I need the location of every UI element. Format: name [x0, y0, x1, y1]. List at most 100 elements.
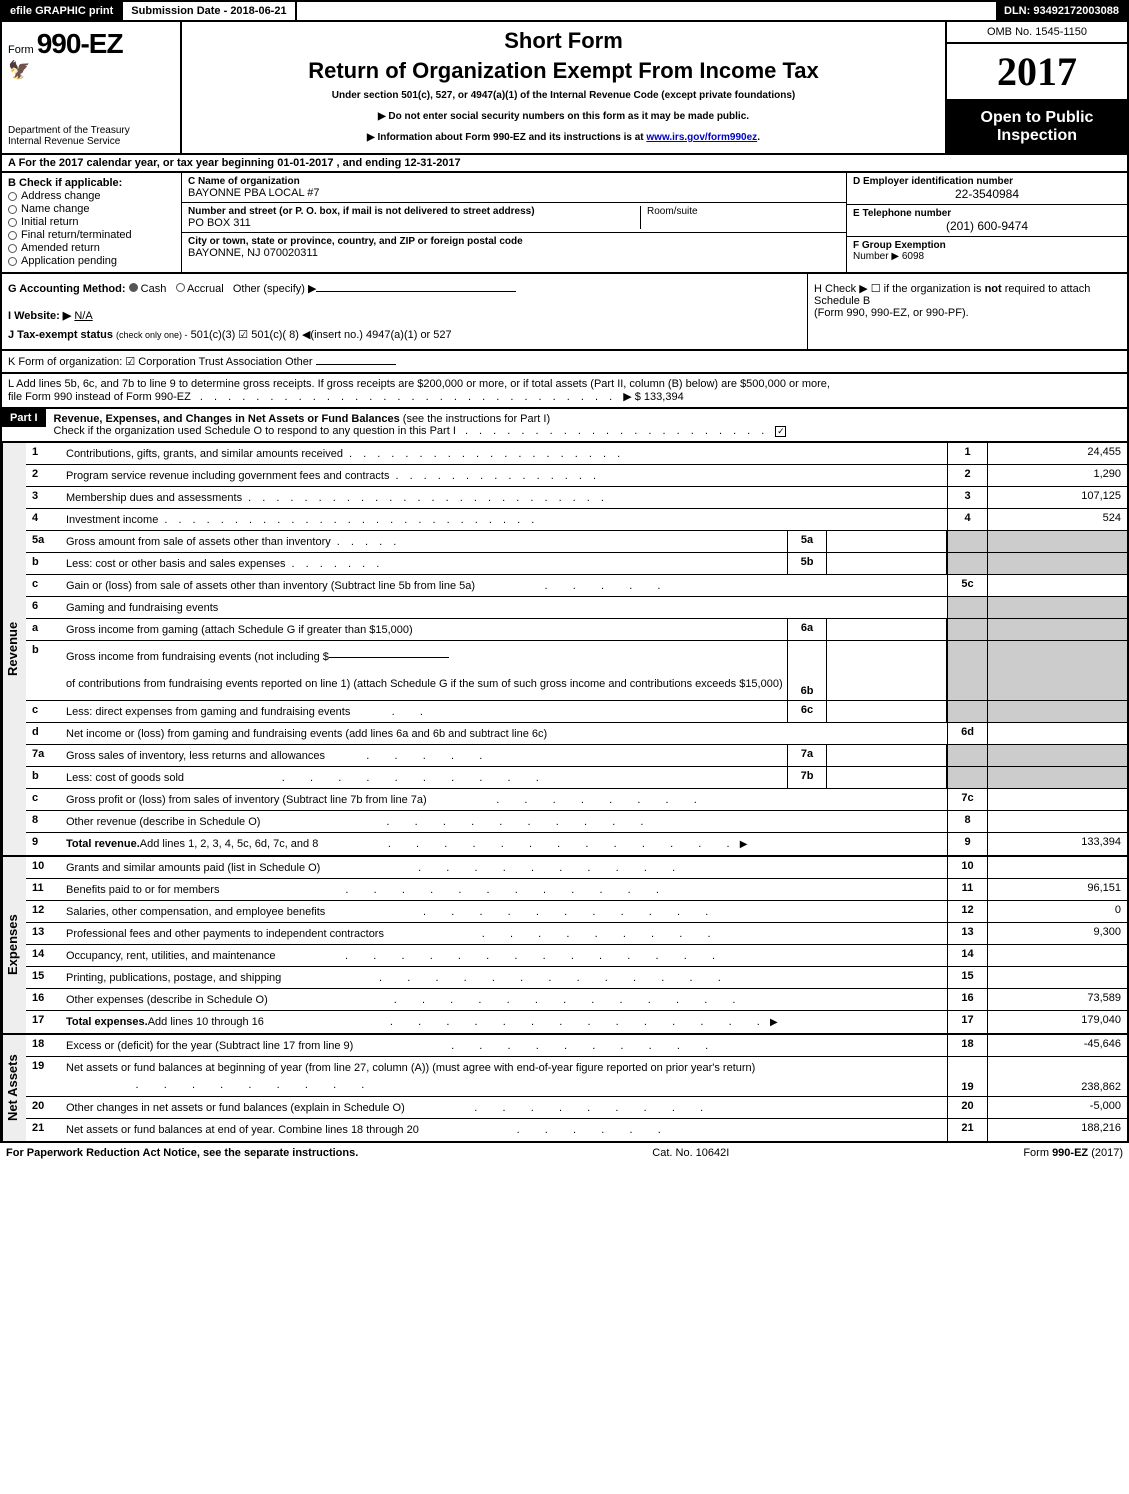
dots: . . . . . . . . . . . . . . . . . . . . — [349, 448, 624, 460]
line-num: 7a — [26, 745, 62, 766]
line-num: 10 — [26, 857, 62, 878]
line-num: 1 — [26, 443, 62, 464]
line-val — [987, 575, 1127, 596]
desc-text: Membership dues and assessments — [66, 492, 242, 504]
chk-amended-return[interactable]: Amended return — [8, 242, 175, 254]
line-desc: Gross profit or (loss) from sales of inv… — [62, 789, 947, 810]
mid-val — [827, 767, 947, 788]
line-num: c — [26, 701, 62, 722]
radio-icon[interactable] — [129, 283, 138, 292]
radio-icon — [8, 257, 17, 266]
line-desc: Printing, publications, postage, and shi… — [62, 967, 947, 988]
line-ref: 19 — [947, 1057, 987, 1096]
line-num: 6 — [26, 597, 62, 618]
line-ref: 18 — [947, 1035, 987, 1056]
chk-application-pending[interactable]: Application pending — [8, 255, 175, 267]
city-value: BAYONNE, NJ 070020311 — [188, 247, 840, 259]
chk-address-change[interactable]: Address change — [8, 190, 175, 202]
desc-text: Less: direct expenses from gaming and fu… — [66, 706, 350, 718]
line-ref: 13 — [947, 923, 987, 944]
line-7c: c Gross profit or (loss) from sales of i… — [26, 789, 1127, 811]
chk-initial-return[interactable]: Initial return — [8, 216, 175, 228]
open-public-l1: Open to Public — [951, 109, 1123, 127]
dots: . . . . . . . — [292, 558, 384, 570]
line-ref: 2 — [947, 465, 987, 486]
line-ref-shaded — [947, 597, 987, 618]
omb-number: OMB No. 1545-1150 — [947, 22, 1127, 44]
line-ref: 15 — [947, 967, 987, 988]
footer-left: For Paperwork Reduction Act Notice, see … — [6, 1147, 358, 1159]
line-val — [987, 723, 1127, 744]
room-label: Room/suite — [647, 206, 834, 217]
ein-label: D Employer identification number — [853, 176, 1121, 187]
line-val: -45,646 — [987, 1035, 1127, 1056]
netassets-table: Net Assets 18 Excess or (deficit) for th… — [0, 1035, 1129, 1143]
line-val: -5,000 — [987, 1097, 1127, 1118]
other-specify-input[interactable] — [316, 291, 516, 292]
dots: . . . . . . . . . . . . . . . . . . . . … — [164, 514, 538, 526]
line-num: b — [26, 553, 62, 574]
line-num: 11 — [26, 879, 62, 900]
revenue-side-label: Revenue — [2, 443, 26, 855]
group-label2: Number ▶ — [853, 251, 899, 262]
line-desc: Salaries, other compensation, and employ… — [62, 901, 947, 922]
header-right: OMB No. 1545-1150 2017 Open to Public In… — [947, 22, 1127, 153]
j-label: J Tax-exempt status — [8, 329, 113, 341]
l-text2: file Form 990 instead of Form 990-EZ — [8, 391, 191, 403]
efile-print-button[interactable]: efile GRAPHIC print — [2, 2, 123, 20]
irs-link[interactable]: www.irs.gov/form990ez — [646, 132, 757, 143]
desc-text: Net assets or fund balances at end of ye… — [66, 1124, 419, 1136]
i-label: I Website: ▶ — [8, 310, 71, 322]
org-name-cell: C Name of organization BAYONNE PBA LOCAL… — [182, 173, 846, 203]
line-ref-shaded — [947, 701, 987, 722]
radio-icon[interactable] — [176, 283, 185, 292]
line-2: 2 Program service revenue including gove… — [26, 465, 1127, 487]
dots: . . . . . . . . . . . . — [225, 884, 662, 896]
line-num: 16 — [26, 989, 62, 1010]
radio-icon — [8, 192, 17, 201]
line-desc: Occupancy, rent, utilities, and maintena… — [62, 945, 947, 966]
group-value: 6098 — [902, 251, 924, 262]
chk-name-change[interactable]: Name change — [8, 203, 175, 215]
line-desc: Gain or (loss) from sale of assets other… — [62, 575, 947, 596]
accounting-method-line: G Accounting Method: Cash Accrual Other … — [8, 282, 801, 295]
line-desc: Less: direct expenses from gaming and fu… — [62, 701, 787, 722]
desc-text: Add lines 1, 2, 3, 4, 5c, 6d, 7c, and 8 — [140, 838, 319, 850]
line-num: 8 — [26, 811, 62, 832]
fundraising-amount-input[interactable] — [329, 657, 449, 658]
line-20: 20 Other changes in net assets or fund b… — [26, 1097, 1127, 1119]
line-desc: Gross income from fundraising events (no… — [62, 641, 787, 700]
line-desc: Net assets or fund balances at end of ye… — [62, 1119, 947, 1141]
chk-label: Name change — [21, 203, 90, 215]
line-ref-shaded — [947, 619, 987, 640]
dots: . . . . . . . . . . . . . — [287, 972, 724, 984]
desc-text: Program service revenue including govern… — [66, 470, 389, 482]
mid-val — [827, 553, 947, 574]
line-ref-shaded — [947, 553, 987, 574]
line-num: 5a — [26, 531, 62, 552]
line-desc: Less: cost or other basis and sales expe… — [62, 553, 787, 574]
desc-text: Investment income — [66, 514, 158, 526]
k-other-input[interactable] — [316, 364, 396, 365]
section-g-left: G Accounting Method: Cash Accrual Other … — [2, 274, 807, 349]
mid-ref: 7a — [787, 745, 827, 766]
schedule-o-checkbox[interactable]: ✓ — [775, 426, 786, 437]
line-ref: 12 — [947, 901, 987, 922]
header-left: Form 990-EZ 🦅 Department of the Treasury… — [2, 22, 182, 153]
footer-right-pre: Form — [1023, 1147, 1052, 1159]
line-val: 9,300 — [987, 923, 1127, 944]
desc-text: Gross profit or (loss) from sales of inv… — [66, 794, 427, 806]
dept-line1: Department of the Treasury — [8, 125, 174, 136]
dots: . . — [356, 706, 427, 718]
line-ref: 6d — [947, 723, 987, 744]
line-val: 0 — [987, 901, 1127, 922]
short-form-title: Short Form — [192, 28, 935, 54]
footer-right-post: (2017) — [1088, 1147, 1123, 1159]
line-11: 11 Benefits paid to or for members . . .… — [26, 879, 1127, 901]
col-b-title: B Check if applicable: — [8, 177, 175, 189]
chk-final-return[interactable]: Final return/terminated — [8, 229, 175, 241]
open-to-public: Open to Public Inspection — [947, 101, 1127, 153]
dots: . . . . . . . . . — [390, 928, 715, 940]
expenses-side-label: Expenses — [2, 857, 26, 1033]
desc-text: Professional fees and other payments to … — [66, 928, 384, 940]
